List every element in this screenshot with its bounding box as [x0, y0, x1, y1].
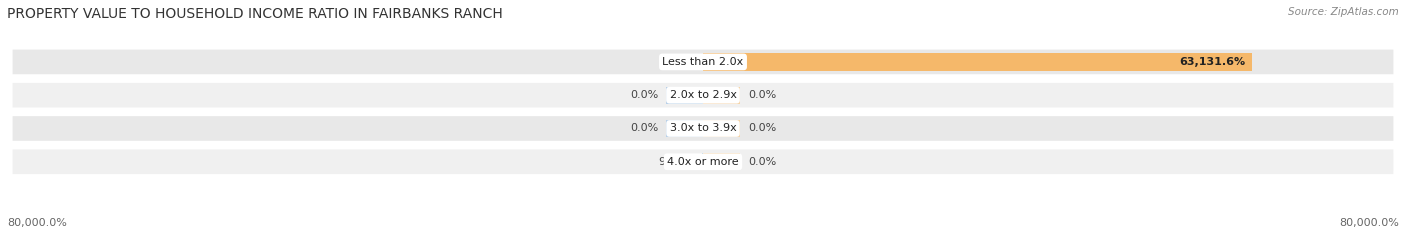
- Text: 4.0x or more: 4.0x or more: [668, 157, 738, 167]
- Text: 0.0%: 0.0%: [748, 90, 776, 100]
- Bar: [703, 87, 740, 104]
- Bar: [703, 153, 740, 170]
- Bar: [703, 120, 740, 137]
- Text: 3.0x to 3.9x: 3.0x to 3.9x: [669, 123, 737, 134]
- Text: Source: ZipAtlas.com: Source: ZipAtlas.com: [1288, 7, 1399, 17]
- Text: 9.3%: 9.3%: [666, 57, 695, 67]
- Text: 0.0%: 0.0%: [748, 157, 776, 167]
- Text: 0.0%: 0.0%: [630, 90, 658, 100]
- FancyBboxPatch shape: [13, 116, 1393, 141]
- Text: 80,000.0%: 80,000.0%: [7, 218, 67, 228]
- Text: Less than 2.0x: Less than 2.0x: [662, 57, 744, 67]
- Text: 63,131.6%: 63,131.6%: [1180, 57, 1246, 67]
- FancyBboxPatch shape: [13, 50, 1393, 74]
- Bar: [703, 53, 1253, 71]
- FancyBboxPatch shape: [13, 83, 1393, 107]
- Legend: Without Mortgage, With Mortgage: Without Mortgage, With Mortgage: [582, 230, 824, 233]
- FancyBboxPatch shape: [13, 149, 1393, 174]
- Bar: [666, 87, 703, 104]
- Text: 2.0x to 2.9x: 2.0x to 2.9x: [669, 90, 737, 100]
- Bar: [666, 120, 703, 137]
- Text: 0.0%: 0.0%: [630, 123, 658, 134]
- Text: PROPERTY VALUE TO HOUSEHOLD INCOME RATIO IN FAIRBANKS RANCH: PROPERTY VALUE TO HOUSEHOLD INCOME RATIO…: [7, 7, 503, 21]
- Text: 0.0%: 0.0%: [748, 123, 776, 134]
- Text: 90.7%: 90.7%: [658, 157, 693, 167]
- Text: 80,000.0%: 80,000.0%: [1339, 218, 1399, 228]
